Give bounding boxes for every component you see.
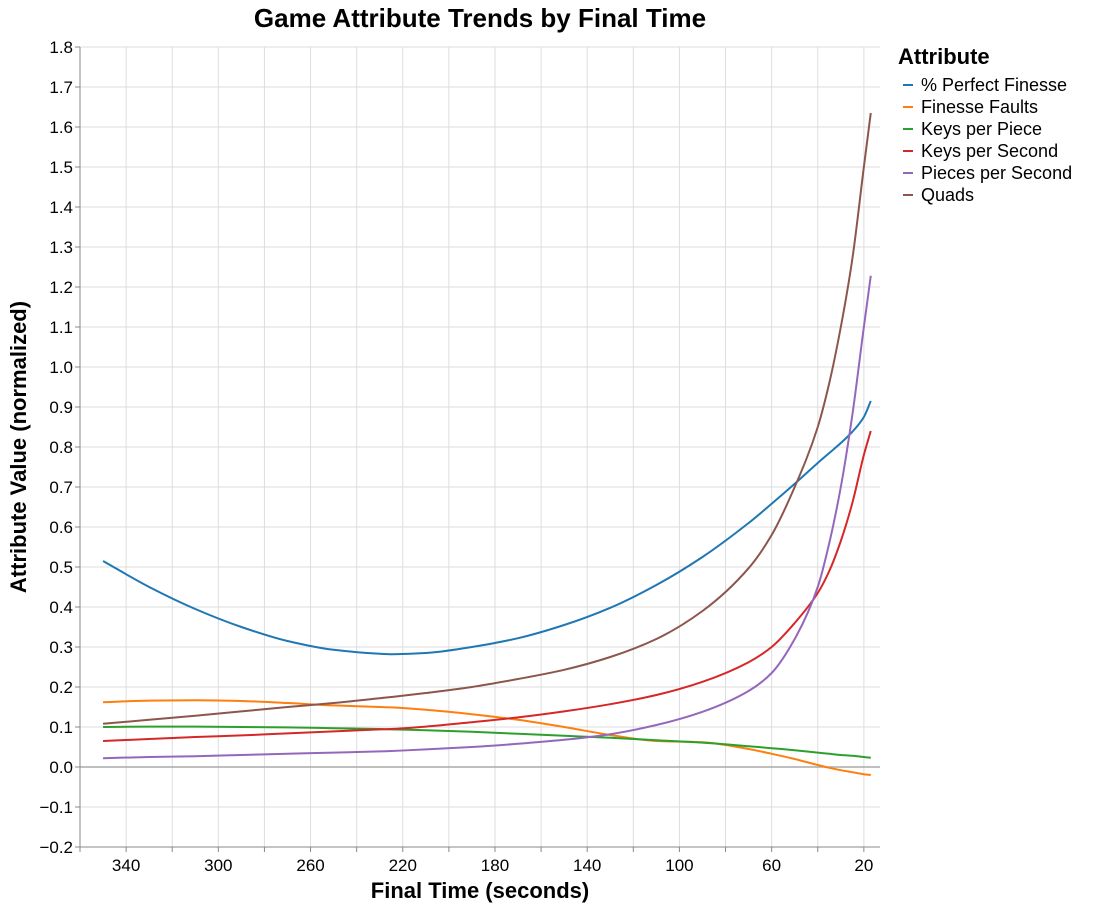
- x-tick-label: 180: [481, 856, 509, 875]
- y-tick-label: 1.7: [49, 78, 73, 97]
- x-tick-label: 20: [854, 856, 873, 875]
- x-tick-label: 220: [389, 856, 417, 875]
- legend-label: % Perfect Finesse: [921, 74, 1068, 95]
- legend-swatch: [903, 172, 913, 174]
- y-tick-label: 0.7: [49, 478, 73, 497]
- y-tick-label: −0.2: [39, 838, 73, 857]
- axes: −0.2 −0.1 0.0 0.1 0.2 0.3 0.4 0.5 0.6 0.7 0.8 0.9 1.…: [39, 38, 880, 875]
- x-tick-label: 300: [204, 856, 232, 875]
- legend-swatch: [903, 84, 913, 86]
- y-tick-label: 0.0: [49, 758, 73, 777]
- y-tick-label: 1.5: [49, 158, 73, 177]
- legend-items: % Perfect Finesse Finesse Faults Keys per …: [898, 74, 1072, 206]
- series-line-keys-per-second: [103, 430, 872, 742]
- legend-item-keys-per-second: Keys per Second: [898, 140, 1072, 162]
- legend-title: Attribute: [898, 44, 990, 69]
- y-axis-label: Attribute Value (normalized): [6, 301, 31, 593]
- legend: Attribute % Perfect Finesse Finesse Fault…: [898, 44, 1072, 206]
- y-tick-label: 0.4: [49, 598, 73, 617]
- series-lines: [102, 112, 872, 776]
- legend-item-pieces-per-second: Pieces per Second: [898, 162, 1072, 184]
- legend-swatch: [903, 106, 913, 108]
- y-tick-label: 1.2: [49, 278, 73, 297]
- legend-label: Finesse Faults: [921, 96, 1039, 117]
- x-tick-label: 60: [762, 856, 781, 875]
- legend-item-keys-per-piece: Keys per Piece: [898, 118, 1072, 140]
- y-tick-label: 1.1: [49, 318, 73, 337]
- x-axis-label: Final Time (seconds): [371, 878, 589, 903]
- x-tick-label: 260: [296, 856, 324, 875]
- x-tick-label: 100: [665, 856, 693, 875]
- legend-item-finesse-faults: Finesse Faults: [898, 96, 1072, 118]
- y-tick-label: 0.8: [49, 438, 73, 457]
- chart-title: Game Attribute Trends by Final Time: [254, 3, 706, 33]
- legend-label: Pieces per Second: [921, 162, 1073, 183]
- series-line-perfect-finesse: [102, 400, 872, 656]
- y-tick-label: 1.4: [49, 198, 73, 217]
- y-tick-label: 0.1: [49, 718, 73, 737]
- y-tick-label: 0.6: [49, 518, 73, 537]
- legend-item-perfect-finesse: % Perfect Finesse: [898, 74, 1072, 96]
- y-tick-label: 0.9: [49, 398, 73, 417]
- y-tick-label: 1.3: [49, 238, 73, 257]
- y-tick-label: 0.2: [49, 678, 73, 697]
- y-tick-label: 0.5: [49, 558, 73, 577]
- x-tick-label: 140: [573, 856, 601, 875]
- y-tick-label: 1.8: [49, 38, 73, 57]
- legend-label: Keys per Piece: [921, 118, 1043, 139]
- legend-label: Keys per Second: [921, 140, 1059, 161]
- legend-label: Quads: [921, 184, 975, 205]
- legend-item-quads: Quads: [898, 184, 1072, 206]
- x-tick-label: 340: [112, 856, 140, 875]
- legend-swatch: [903, 128, 913, 130]
- y-tick-label: −0.1: [39, 798, 73, 817]
- y-tick-label: 0.3: [49, 638, 73, 657]
- y-tick-label: 1.0: [49, 358, 73, 377]
- series-line-finesse-faults: [103, 699, 871, 776]
- legend-swatch: [903, 150, 913, 152]
- series-line-pieces-per-second: [103, 275, 872, 760]
- series-line-quads: [102, 112, 872, 725]
- legend-swatch: [903, 194, 913, 196]
- y-tick-label: 1.6: [49, 118, 73, 137]
